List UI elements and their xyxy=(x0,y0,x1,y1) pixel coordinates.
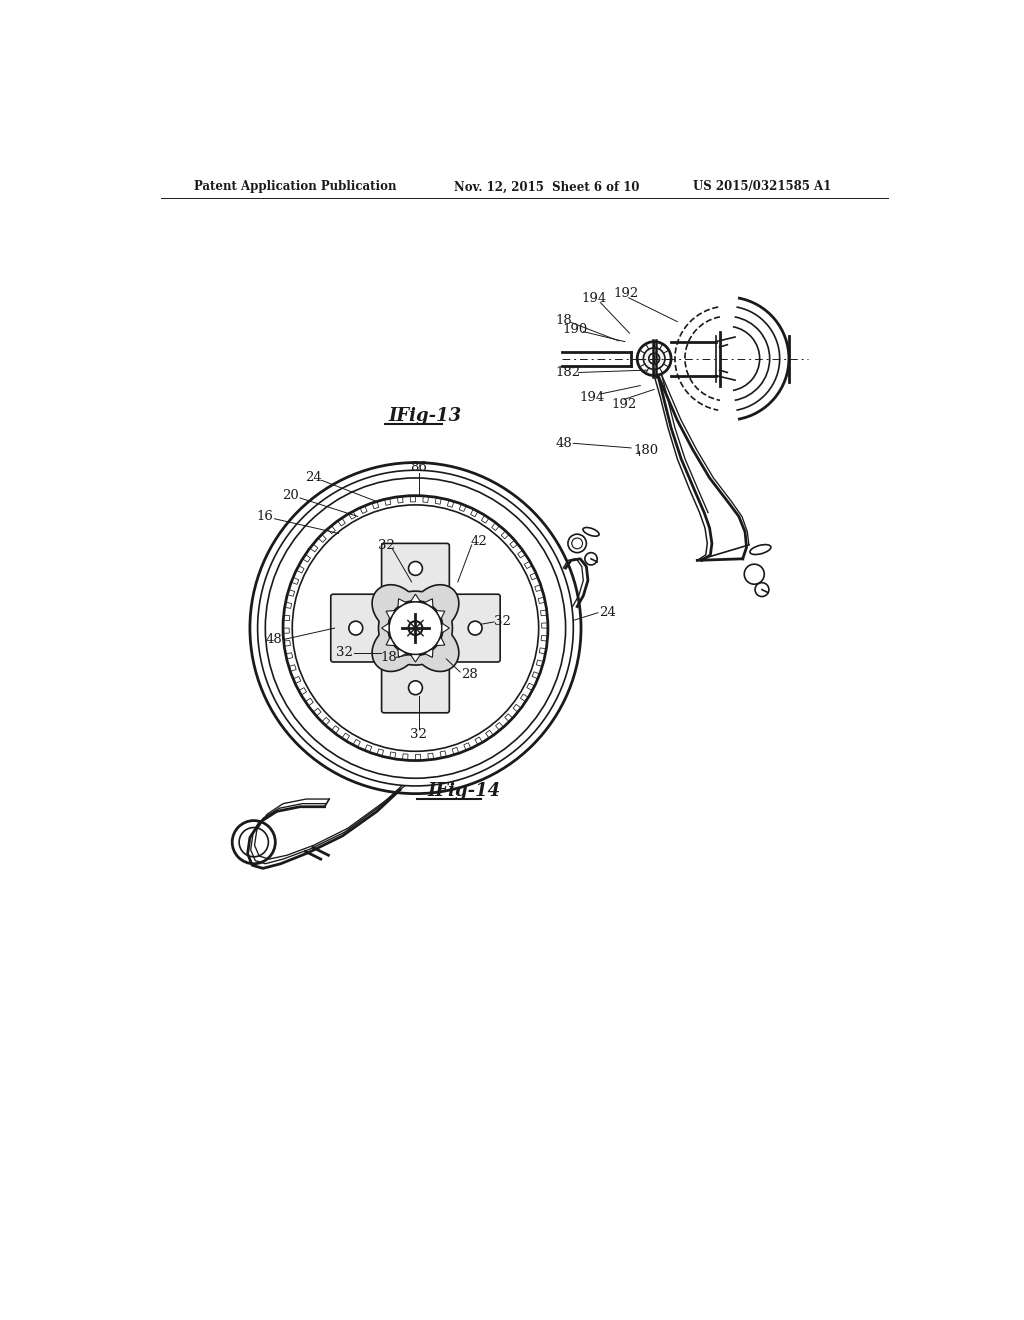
Polygon shape xyxy=(398,648,407,657)
Circle shape xyxy=(283,495,548,760)
Polygon shape xyxy=(386,638,395,645)
Text: 194: 194 xyxy=(582,292,607,305)
Text: Patent Application Publication: Patent Application Publication xyxy=(194,181,396,194)
Polygon shape xyxy=(411,594,421,602)
Polygon shape xyxy=(411,655,421,663)
Polygon shape xyxy=(398,599,407,607)
Polygon shape xyxy=(372,585,459,672)
Text: 32: 32 xyxy=(494,615,511,628)
Circle shape xyxy=(292,506,539,751)
Text: 182: 182 xyxy=(555,366,581,379)
Polygon shape xyxy=(436,638,444,645)
Text: 18: 18 xyxy=(380,651,397,664)
Ellipse shape xyxy=(750,545,771,554)
Text: 192: 192 xyxy=(611,397,637,411)
Circle shape xyxy=(232,821,275,863)
Text: 32: 32 xyxy=(410,727,427,741)
Circle shape xyxy=(568,535,587,553)
Polygon shape xyxy=(386,611,395,619)
Circle shape xyxy=(468,622,482,635)
Text: 28: 28 xyxy=(461,668,478,681)
Circle shape xyxy=(744,564,764,585)
Circle shape xyxy=(409,622,422,635)
FancyBboxPatch shape xyxy=(382,544,450,618)
FancyBboxPatch shape xyxy=(331,594,404,663)
Text: 24: 24 xyxy=(305,471,322,483)
Text: IFig-14: IFig-14 xyxy=(428,783,501,800)
Circle shape xyxy=(649,354,659,364)
Text: IFig-13: IFig-13 xyxy=(388,408,462,425)
Polygon shape xyxy=(382,623,389,634)
Text: 18: 18 xyxy=(556,314,572,326)
Circle shape xyxy=(409,681,422,694)
Circle shape xyxy=(409,561,422,576)
Text: 42: 42 xyxy=(471,535,487,548)
Circle shape xyxy=(388,601,442,655)
Text: Nov. 12, 2015  Sheet 6 of 10: Nov. 12, 2015 Sheet 6 of 10 xyxy=(454,181,639,194)
Text: 32: 32 xyxy=(378,539,394,552)
Polygon shape xyxy=(436,611,444,619)
Circle shape xyxy=(349,622,362,635)
Polygon shape xyxy=(425,599,433,607)
Text: 192: 192 xyxy=(613,286,638,300)
Text: 190: 190 xyxy=(562,323,588,335)
Circle shape xyxy=(250,462,581,793)
Polygon shape xyxy=(425,648,433,657)
Polygon shape xyxy=(442,623,450,634)
Text: 86: 86 xyxy=(410,462,427,474)
Ellipse shape xyxy=(583,528,599,536)
Text: 48: 48 xyxy=(265,634,283,647)
Text: 48: 48 xyxy=(556,437,572,450)
Text: 180: 180 xyxy=(634,445,659,458)
Text: 20: 20 xyxy=(283,490,299,502)
Text: US 2015/0321585 A1: US 2015/0321585 A1 xyxy=(692,181,830,194)
Text: 194: 194 xyxy=(580,391,605,404)
FancyBboxPatch shape xyxy=(426,594,500,663)
Text: 32: 32 xyxy=(336,647,353,659)
Circle shape xyxy=(643,348,665,370)
Circle shape xyxy=(637,342,671,376)
Text: 24: 24 xyxy=(600,606,616,619)
FancyBboxPatch shape xyxy=(382,639,450,713)
Text: 16: 16 xyxy=(257,510,273,523)
